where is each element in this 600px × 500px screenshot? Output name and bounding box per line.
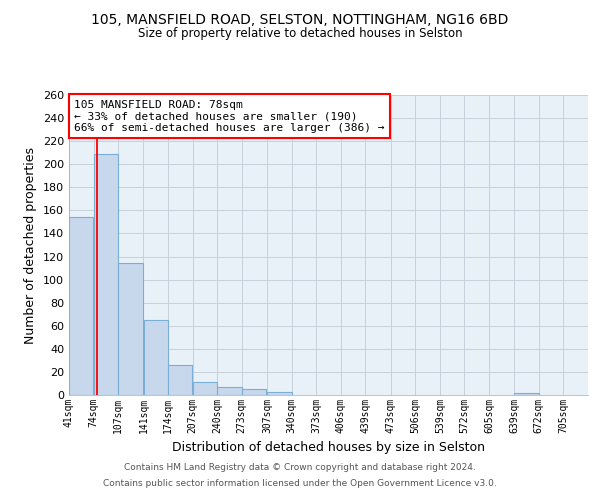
Bar	[94, 154, 118, 395]
X-axis label: Distribution of detached houses by size in Selston: Distribution of detached houses by size …	[172, 442, 485, 454]
Bar	[118, 264, 143, 395]
Text: Contains public sector information licensed under the Open Government Licence v3: Contains public sector information licen…	[103, 478, 497, 488]
Bar	[242, 389, 266, 395]
Bar	[143, 320, 168, 395]
Bar	[217, 387, 242, 395]
Bar	[514, 392, 539, 395]
Bar	[69, 218, 94, 395]
Text: 105 MANSFIELD ROAD: 78sqm
← 33% of detached houses are smaller (190)
66% of semi: 105 MANSFIELD ROAD: 78sqm ← 33% of detac…	[74, 100, 385, 132]
Text: Contains HM Land Registry data © Crown copyright and database right 2024.: Contains HM Land Registry data © Crown c…	[124, 464, 476, 472]
Y-axis label: Number of detached properties: Number of detached properties	[25, 146, 37, 344]
Bar	[193, 382, 217, 395]
Text: 105, MANSFIELD ROAD, SELSTON, NOTTINGHAM, NG16 6BD: 105, MANSFIELD ROAD, SELSTON, NOTTINGHAM…	[91, 12, 509, 26]
Text: Size of property relative to detached houses in Selston: Size of property relative to detached ho…	[137, 28, 463, 40]
Bar	[168, 365, 193, 395]
Bar	[267, 392, 292, 395]
